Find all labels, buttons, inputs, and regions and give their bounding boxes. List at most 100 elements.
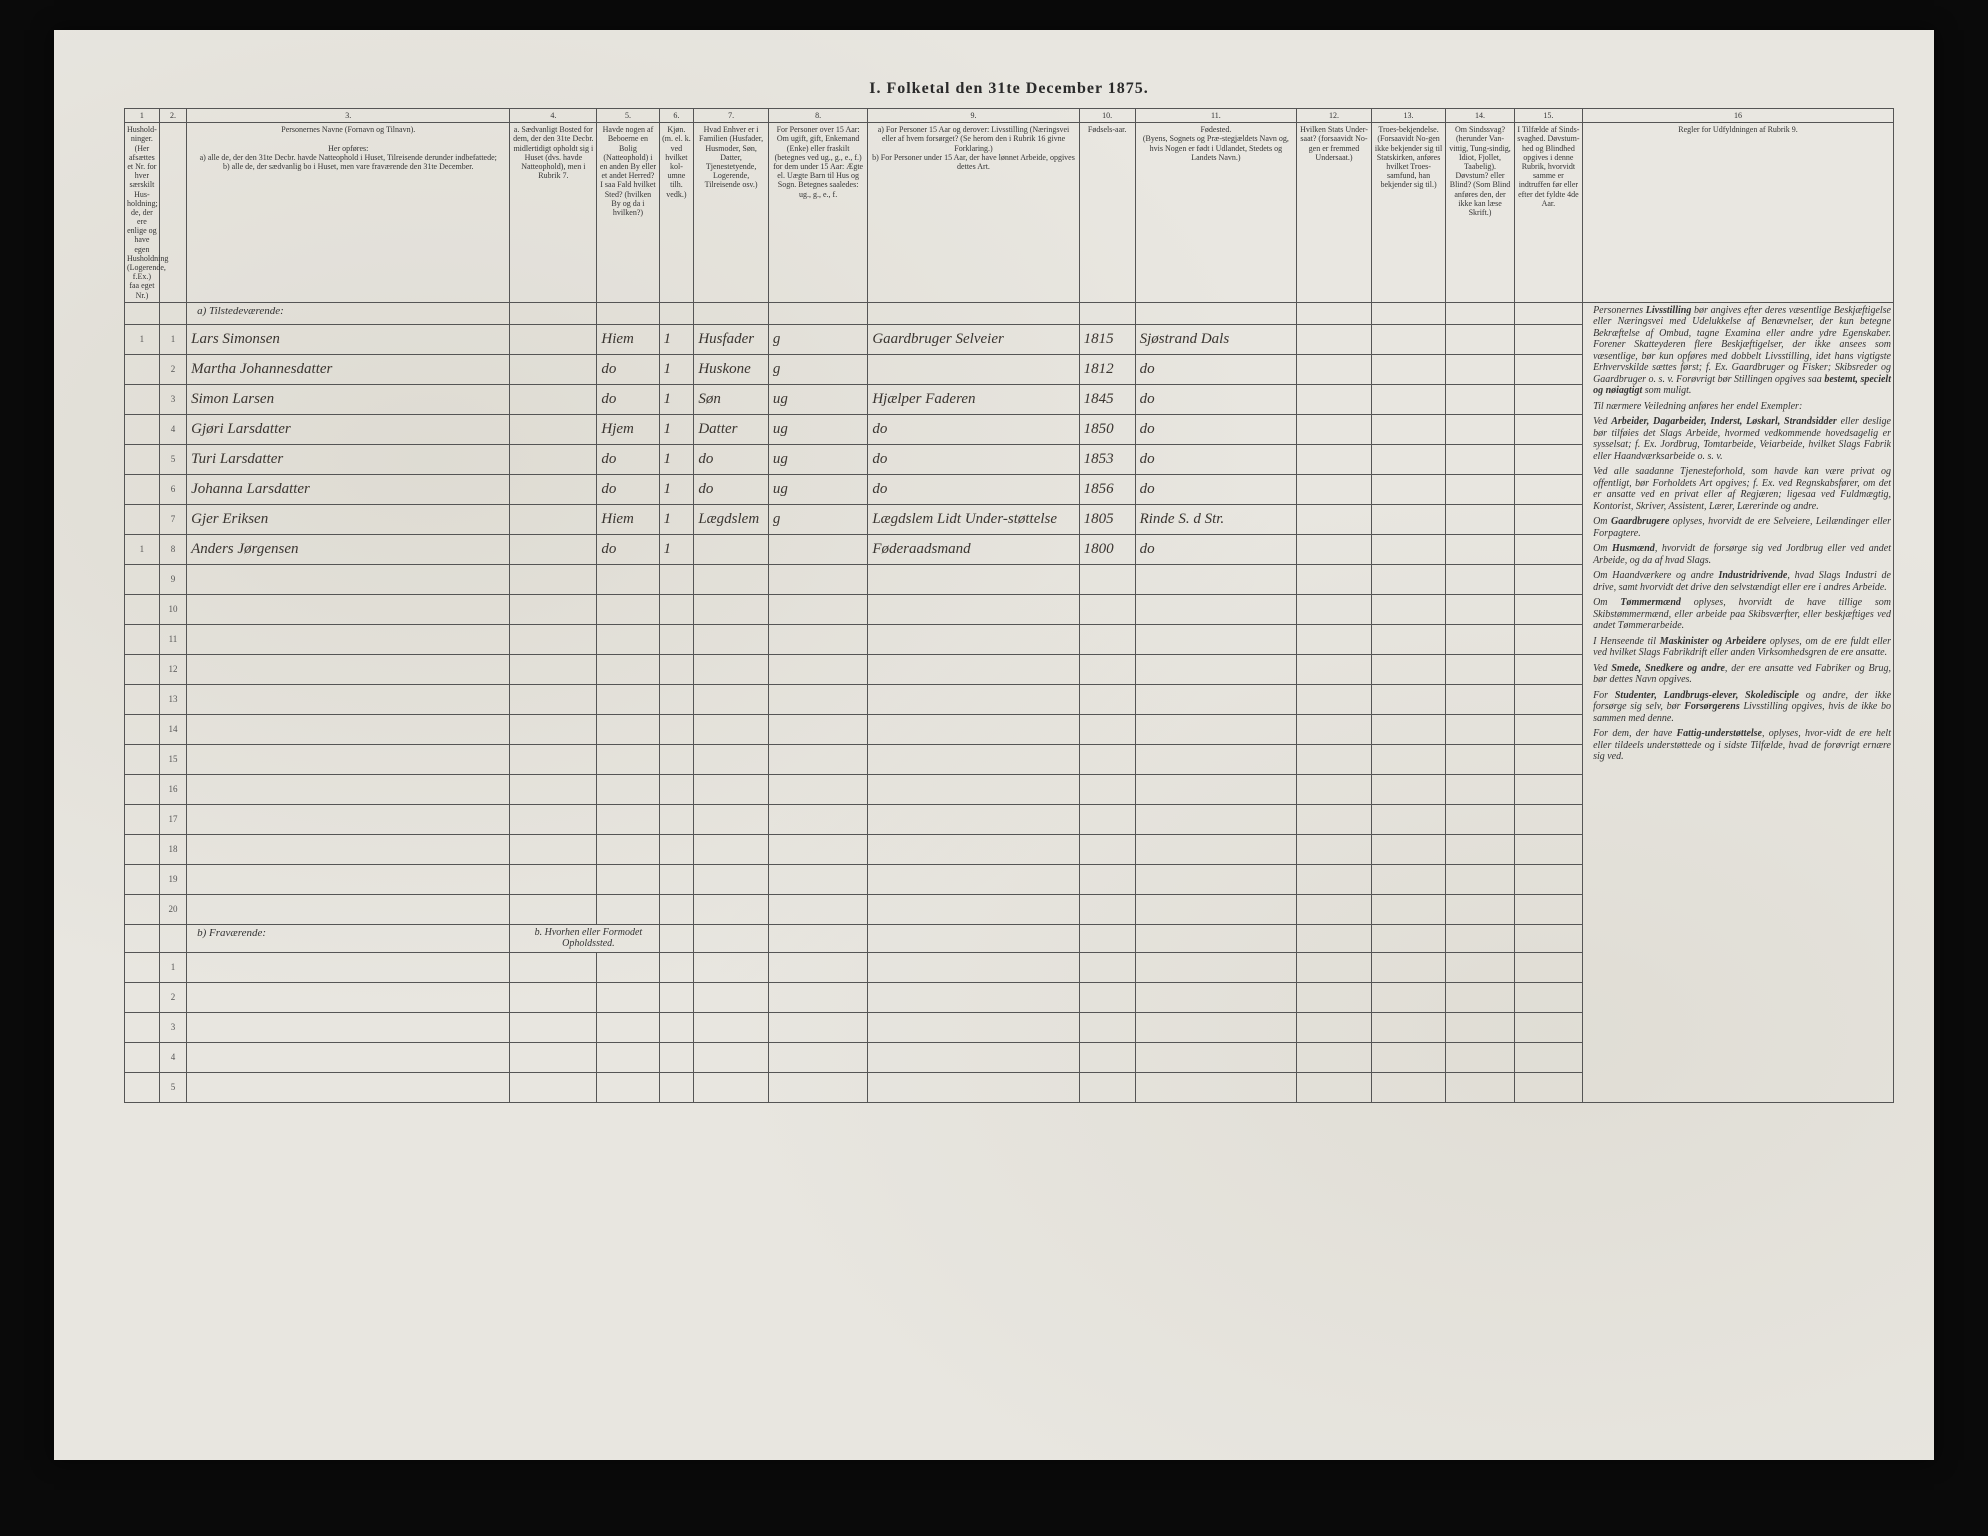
c6 (659, 714, 694, 744)
c15 (1514, 444, 1582, 474)
c6 (659, 774, 694, 804)
c14 (1446, 534, 1514, 564)
table-body: a) Tilstedeværende:Personernes Livsstill… (125, 302, 1894, 1102)
c1 (125, 894, 160, 924)
colnum-1: 1 (125, 109, 160, 123)
c5 (597, 684, 659, 714)
c4 (510, 564, 597, 594)
person-num: 6 (159, 474, 186, 504)
c5 (597, 774, 659, 804)
c10 (1079, 894, 1135, 924)
c12 (1297, 594, 1372, 624)
c7 (694, 684, 769, 714)
c7: Lægdslem (694, 504, 769, 534)
c15 (1514, 714, 1582, 744)
colnum-6: 6. (659, 109, 694, 123)
c9 (868, 1012, 1079, 1042)
c14 (1446, 952, 1514, 982)
c15 (1514, 982, 1582, 1012)
c13 (1371, 744, 1446, 774)
colnum-11: 11. (1135, 109, 1297, 123)
c9: Føderaadsmand (868, 534, 1079, 564)
c9: do (868, 474, 1079, 504)
c12 (1297, 714, 1372, 744)
c14 (1446, 354, 1514, 384)
c5: do (597, 354, 659, 384)
c1 (125, 594, 160, 624)
birth-year: 1856 (1079, 474, 1135, 504)
c10 (1079, 564, 1135, 594)
c12 (1297, 414, 1372, 444)
c3 (187, 594, 510, 624)
c4 (510, 654, 597, 684)
c8 (768, 684, 867, 714)
row-index: 19 (159, 864, 186, 894)
c9 (868, 714, 1079, 744)
c7 (694, 1072, 769, 1102)
c5 (597, 1012, 659, 1042)
header-col-3: Personernes Navne (Fornavn og Tilnavn).H… (187, 123, 510, 303)
c13 (1371, 564, 1446, 594)
c6: 1 (659, 324, 694, 354)
c12 (1297, 534, 1372, 564)
hh-num (125, 444, 160, 474)
sec-b-c15 (1514, 924, 1582, 952)
absent-header-c4: b. Hvorhen eller Formodet Opholdssted. (510, 924, 659, 952)
c8: g (768, 504, 867, 534)
c15 (1514, 1042, 1582, 1072)
c15 (1514, 1012, 1582, 1042)
c14 (1446, 654, 1514, 684)
c14 (1446, 982, 1514, 1012)
c13 (1371, 474, 1446, 504)
person-name: Gjøri Larsdatter (187, 414, 510, 444)
hh-num (125, 474, 160, 504)
c15 (1514, 894, 1582, 924)
c6 (659, 684, 694, 714)
c6 (659, 624, 694, 654)
sec-b-c8 (768, 924, 867, 952)
c12 (1297, 744, 1372, 774)
c13 (1371, 354, 1446, 384)
c13 (1371, 534, 1446, 564)
birth-year: 1812 (1079, 354, 1135, 384)
c7 (694, 864, 769, 894)
c12 (1297, 504, 1372, 534)
sec-a-c2 (159, 302, 186, 324)
colnum-10: 10. (1079, 109, 1135, 123)
c9 (868, 894, 1079, 924)
birthplace: Rinde S. d Str. (1135, 504, 1297, 534)
colnum-8: 8. (768, 109, 867, 123)
c14 (1446, 774, 1514, 804)
sec-a-c1 (125, 302, 160, 324)
header-col-4: a. Sædvanligt Bosted for dem, der den 31… (510, 123, 597, 303)
c9 (868, 654, 1079, 684)
c9 (868, 594, 1079, 624)
c6: 1 (659, 414, 694, 444)
birth-year: 1815 (1079, 324, 1135, 354)
c4 (510, 894, 597, 924)
sec-a-c4 (510, 302, 597, 324)
c14 (1446, 1012, 1514, 1042)
c6 (659, 982, 694, 1012)
c6: 1 (659, 474, 694, 504)
hh-num (125, 504, 160, 534)
c6 (659, 894, 694, 924)
c5 (597, 654, 659, 684)
row-index: 11 (159, 624, 186, 654)
c11 (1135, 564, 1297, 594)
c15 (1514, 594, 1582, 624)
c15 (1514, 774, 1582, 804)
c3 (187, 1072, 510, 1102)
c6: 1 (659, 444, 694, 474)
c14 (1446, 804, 1514, 834)
row-index: 20 (159, 894, 186, 924)
c12 (1297, 384, 1372, 414)
c7: do (694, 474, 769, 504)
person-num: 2 (159, 354, 186, 384)
header-col-9: a) For Personer 15 Aar og derover: Livss… (868, 123, 1079, 303)
row-index: 10 (159, 594, 186, 624)
c8: g (768, 354, 867, 384)
colnum-9: 9. (868, 109, 1079, 123)
hh-num (125, 384, 160, 414)
c14 (1446, 384, 1514, 414)
